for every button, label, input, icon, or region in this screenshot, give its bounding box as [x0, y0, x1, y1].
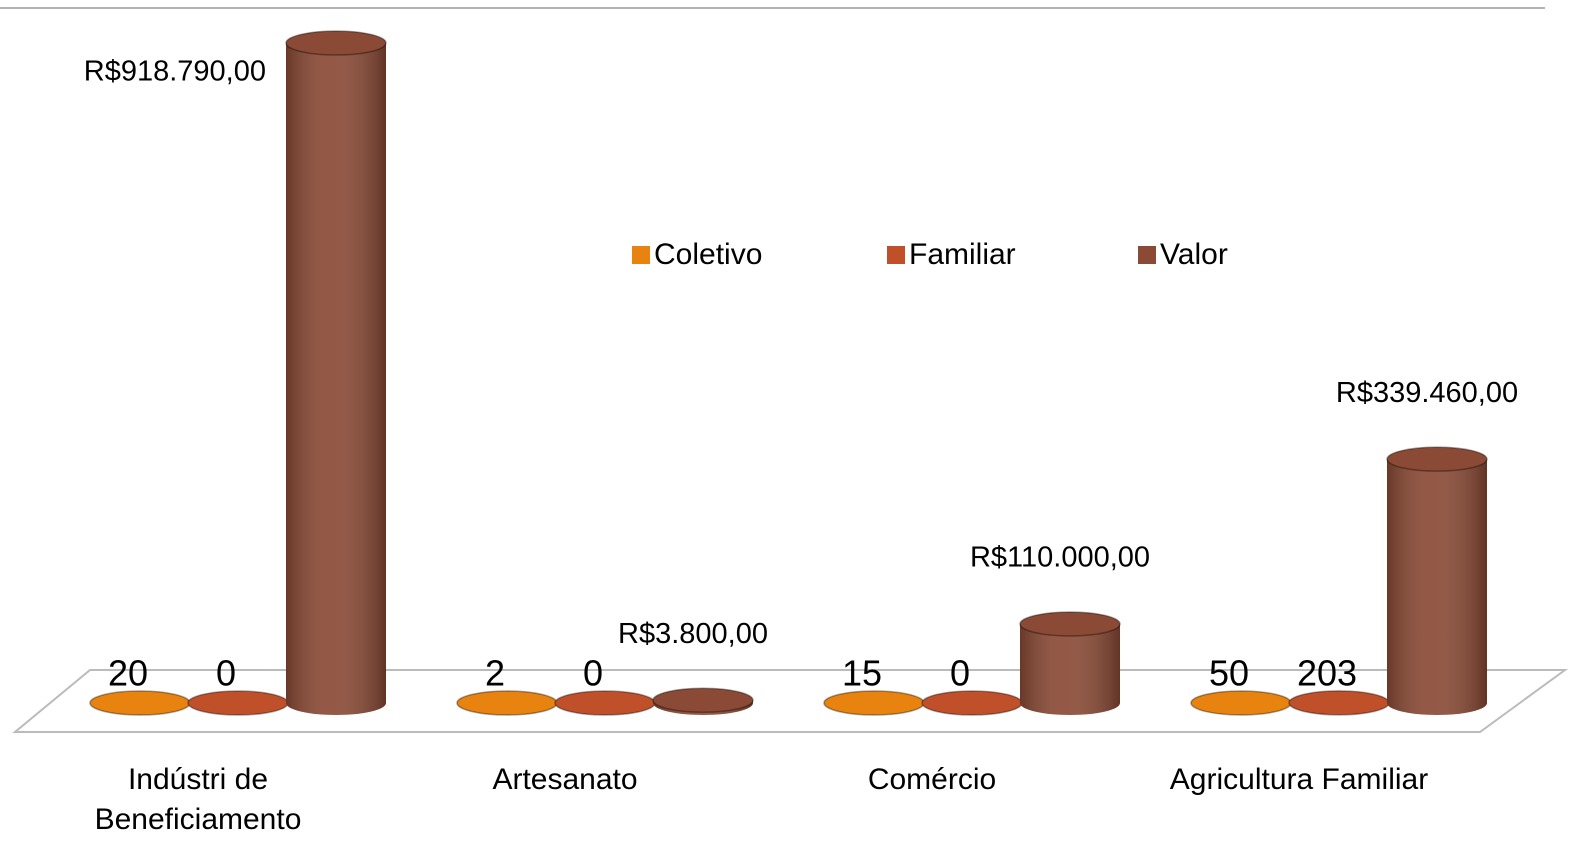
- value-label: 20: [108, 653, 148, 694]
- cylinder: [921, 690, 1023, 716]
- cylinder-top: [1019, 611, 1121, 637]
- legend-swatch: [1138, 246, 1156, 264]
- cylinder: [823, 690, 925, 716]
- value-label: 50: [1209, 653, 1249, 694]
- cylinder: [456, 690, 558, 716]
- floor: [12, 669, 1569, 733]
- value-label: 15: [842, 653, 882, 694]
- cylinder-top: [456, 690, 558, 716]
- legend-label: Valor: [1160, 238, 1228, 271]
- cylinder: [652, 687, 754, 715]
- legend-swatch: [632, 246, 650, 264]
- cylinder-top: [285, 30, 387, 56]
- cylinder-top: [554, 690, 656, 716]
- value-label: 0: [950, 653, 970, 694]
- value-label: 0: [216, 653, 236, 694]
- x-tick-label: Indústri de Beneficiamento: [94, 763, 302, 836]
- cylinder-shade: [286, 43, 386, 715]
- cylinder: [1019, 611, 1121, 715]
- legend-label: Familiar: [909, 238, 1016, 271]
- cylinder: [1386, 446, 1488, 715]
- cylinder-top: [1386, 446, 1488, 472]
- value-label: 2: [485, 653, 505, 694]
- value-label: 0: [583, 653, 603, 694]
- value-label: 203: [1297, 653, 1357, 694]
- value-label: R$3.800,00: [618, 618, 768, 650]
- legend-swatch: [887, 246, 905, 264]
- cylinder: [554, 690, 656, 716]
- cylinder-top: [89, 690, 191, 716]
- cylinder-top: [187, 690, 289, 716]
- cylinder: [187, 690, 289, 716]
- value-label: R$918.790,00: [84, 56, 266, 88]
- cylinder: [285, 30, 387, 715]
- x-tick-label: Comércio: [867, 763, 997, 796]
- x-tick-label: Agricultura Familiar: [1169, 763, 1429, 796]
- cylinder-top: [823, 690, 925, 716]
- cylinder-top: [1190, 690, 1292, 716]
- cylinder: [1288, 690, 1390, 716]
- cylinder-top: [652, 687, 754, 714]
- cylinder: [89, 690, 191, 716]
- cylinder-shade: [1020, 623, 1120, 715]
- value-label: R$110.000,00: [970, 542, 1150, 574]
- cylinder-top: [921, 690, 1023, 716]
- legend-label: Coletivo: [654, 238, 762, 271]
- cylinder-shade: [1387, 459, 1487, 715]
- cylinder-top: [1288, 690, 1390, 716]
- value-label: R$339.460,00: [1336, 377, 1518, 409]
- cylinder: [1190, 690, 1292, 716]
- x-tick-label: Artesanato: [492, 763, 638, 796]
